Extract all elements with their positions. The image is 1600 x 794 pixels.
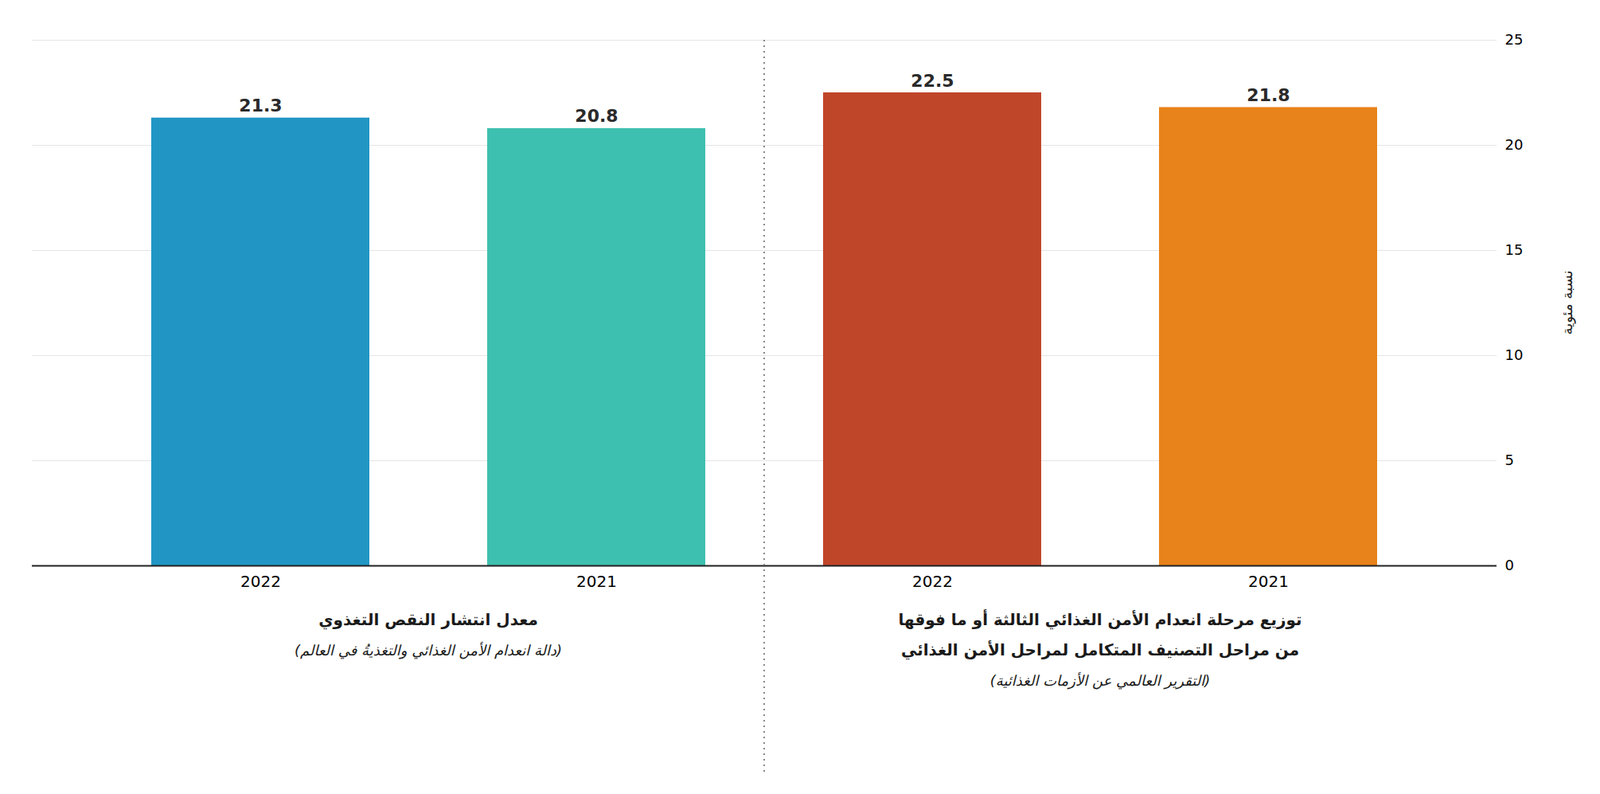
svg-text:0: 0: [1505, 556, 1515, 574]
svg-text:2021: 2021: [1248, 571, 1289, 591]
svg-text:20.8: 20.8: [574, 105, 618, 126]
svg-text:22.5: 22.5: [910, 70, 954, 91]
svg-text:توزيع مرحلة انعدام الأمن الغذا: توزيع مرحلة انعدام الأمن الغذائي الثالثة…: [897, 608, 1302, 630]
svg-text:15: 15: [1505, 241, 1524, 258]
svg-text:21.3: 21.3: [238, 95, 282, 116]
svg-text:من مراحل التصنيف المتكامل لمرا: من مراحل التصنيف المتكامل لمراحل الأمن ا…: [901, 639, 1300, 660]
svg-text:نسبة مئوية: نسبة مئوية: [1558, 270, 1577, 336]
svg-text:5: 5: [1505, 451, 1515, 469]
svg-text:25: 25: [1505, 31, 1524, 48]
svg-text:2021: 2021: [576, 571, 617, 591]
svg-text:2022: 2022: [912, 571, 953, 591]
svg-text:21.8: 21.8: [1246, 85, 1290, 106]
svg-text:20: 20: [1505, 136, 1524, 153]
svg-text:معدل انتشار النقص التغذوي: معدل انتشار النقص التغذوي: [318, 609, 539, 630]
svg-text:(التقرير العالمي عن الأزمات ال: (التقرير العالمي عن الأزمات الغذائية): [990, 671, 1211, 690]
svg-text:10: 10: [1505, 346, 1524, 363]
svg-text:(دالة انعدام الأمن الغذائي وال: (دالة انعدام الأمن الغذائي والتغذيةُ في …: [294, 640, 562, 660]
svg-text:2022: 2022: [240, 571, 281, 591]
